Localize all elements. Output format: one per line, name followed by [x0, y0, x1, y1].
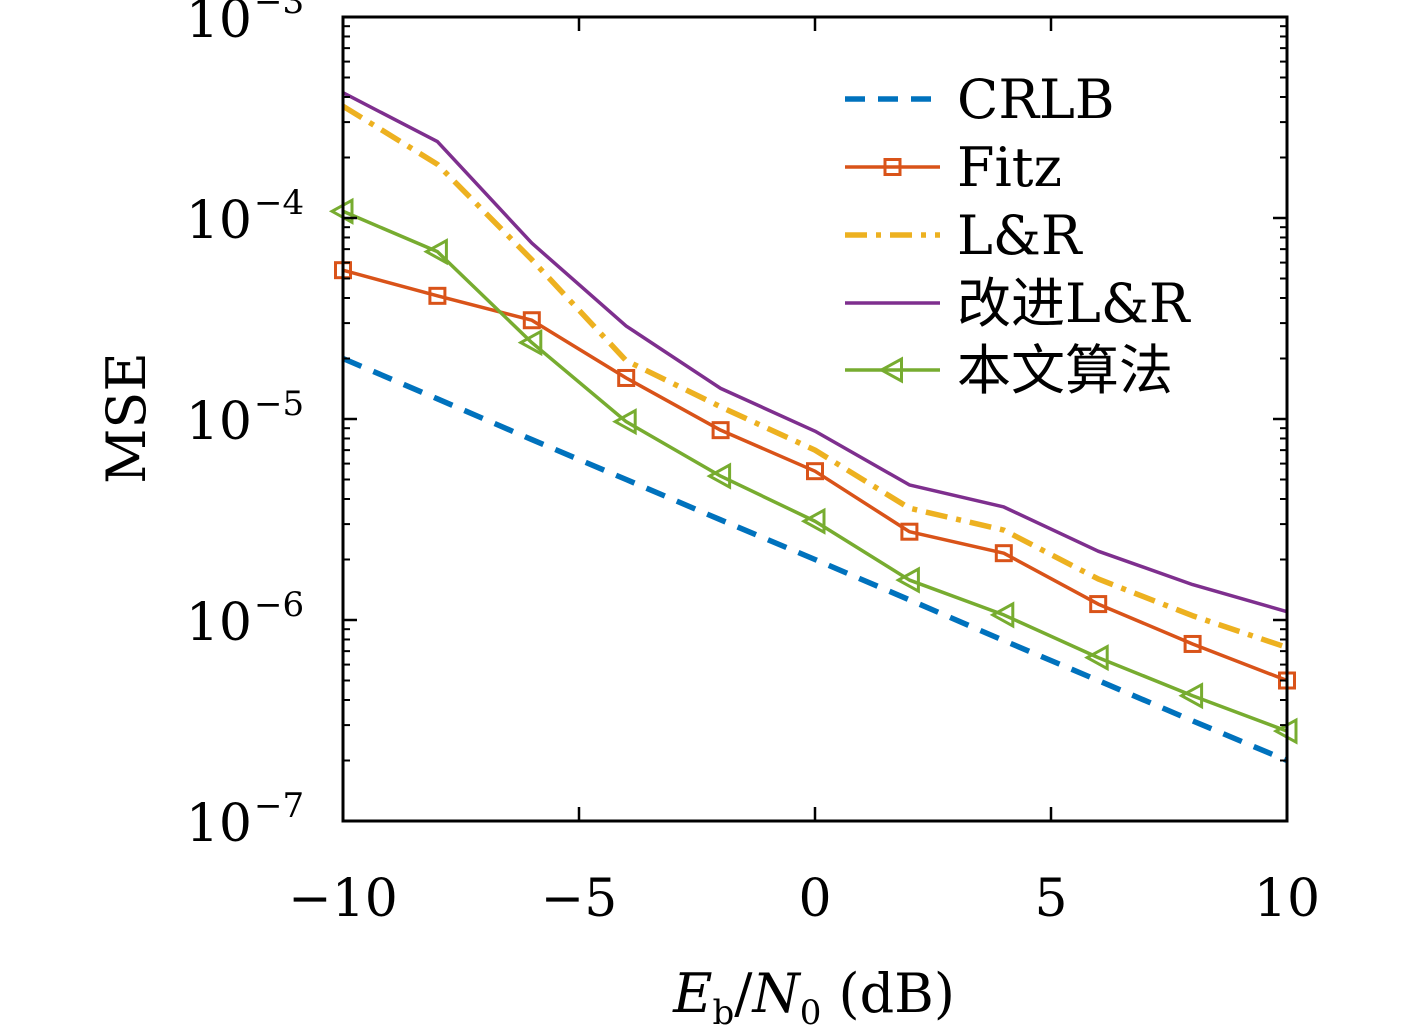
y-tick-exponent-0: −3	[254, 0, 304, 22]
y-axis-label: MSE	[95, 352, 158, 484]
y-tick-label-4: 10	[186, 794, 252, 854]
series-1-marker-1	[428, 286, 447, 305]
series-1-marker-3	[617, 368, 636, 387]
x-tick-label-2: 0	[798, 869, 831, 929]
y-tick-exponent-3: −6	[254, 585, 304, 625]
y-tick-label-2: 10	[186, 392, 252, 452]
x-axis-label: Eb/N0 (dB)	[672, 962, 955, 1031]
y-tick-label-0: 10	[186, 0, 252, 50]
series-line-2	[341, 103, 1288, 651]
y-tick-exponent-4: −7	[254, 786, 304, 826]
series-1-marker-5	[806, 462, 824, 481]
series-line-3	[342, 91, 1288, 614]
legend-label-1: Fitz	[957, 136, 1062, 199]
series-4-marker-5	[800, 507, 826, 535]
y-tick-exponent-1: −4	[254, 183, 304, 223]
series-4-marker-6	[895, 566, 920, 594]
legend-label-0: CRLB	[957, 68, 1115, 131]
x-tick-label-3: 5	[1034, 869, 1067, 929]
legend-label-2: L&R	[957, 204, 1083, 267]
series-1-marker-7	[994, 544, 1013, 563]
series-4-marker-2	[517, 329, 543, 357]
series-4-marker-4	[706, 462, 732, 490]
legend-label-4: 本文算法	[957, 339, 1173, 402]
series-line-0	[341, 355, 1289, 764]
series-1-marker-2	[522, 311, 541, 330]
y-tick-exponent-2: −5	[254, 384, 304, 424]
y-tick-label-3: 10	[186, 593, 252, 653]
legend-marker-4	[878, 356, 903, 384]
series-line-4	[342, 209, 1288, 733]
series-1-marker-8	[1089, 595, 1108, 614]
series-4-marker-7	[989, 601, 1015, 629]
x-tick-label-1: −5	[541, 869, 618, 929]
series-4-marker-8	[1084, 644, 1109, 672]
series-1-marker-4	[711, 421, 730, 440]
series-4-marker-3	[612, 408, 637, 436]
plot-area	[328, 91, 1298, 764]
series-4-marker-9	[1178, 682, 1204, 710]
x-tick-label-4: 10	[1254, 869, 1320, 929]
y-tick-label-1: 10	[186, 191, 252, 251]
series-4-marker-1	[423, 238, 448, 266]
legend-label-3: 改进L&R	[957, 272, 1191, 335]
series-1-marker-9	[1183, 634, 1202, 653]
series-1-marker-6	[900, 522, 919, 541]
x-tick-label-0: −10	[288, 869, 398, 929]
legend-marker-1	[883, 158, 902, 176]
